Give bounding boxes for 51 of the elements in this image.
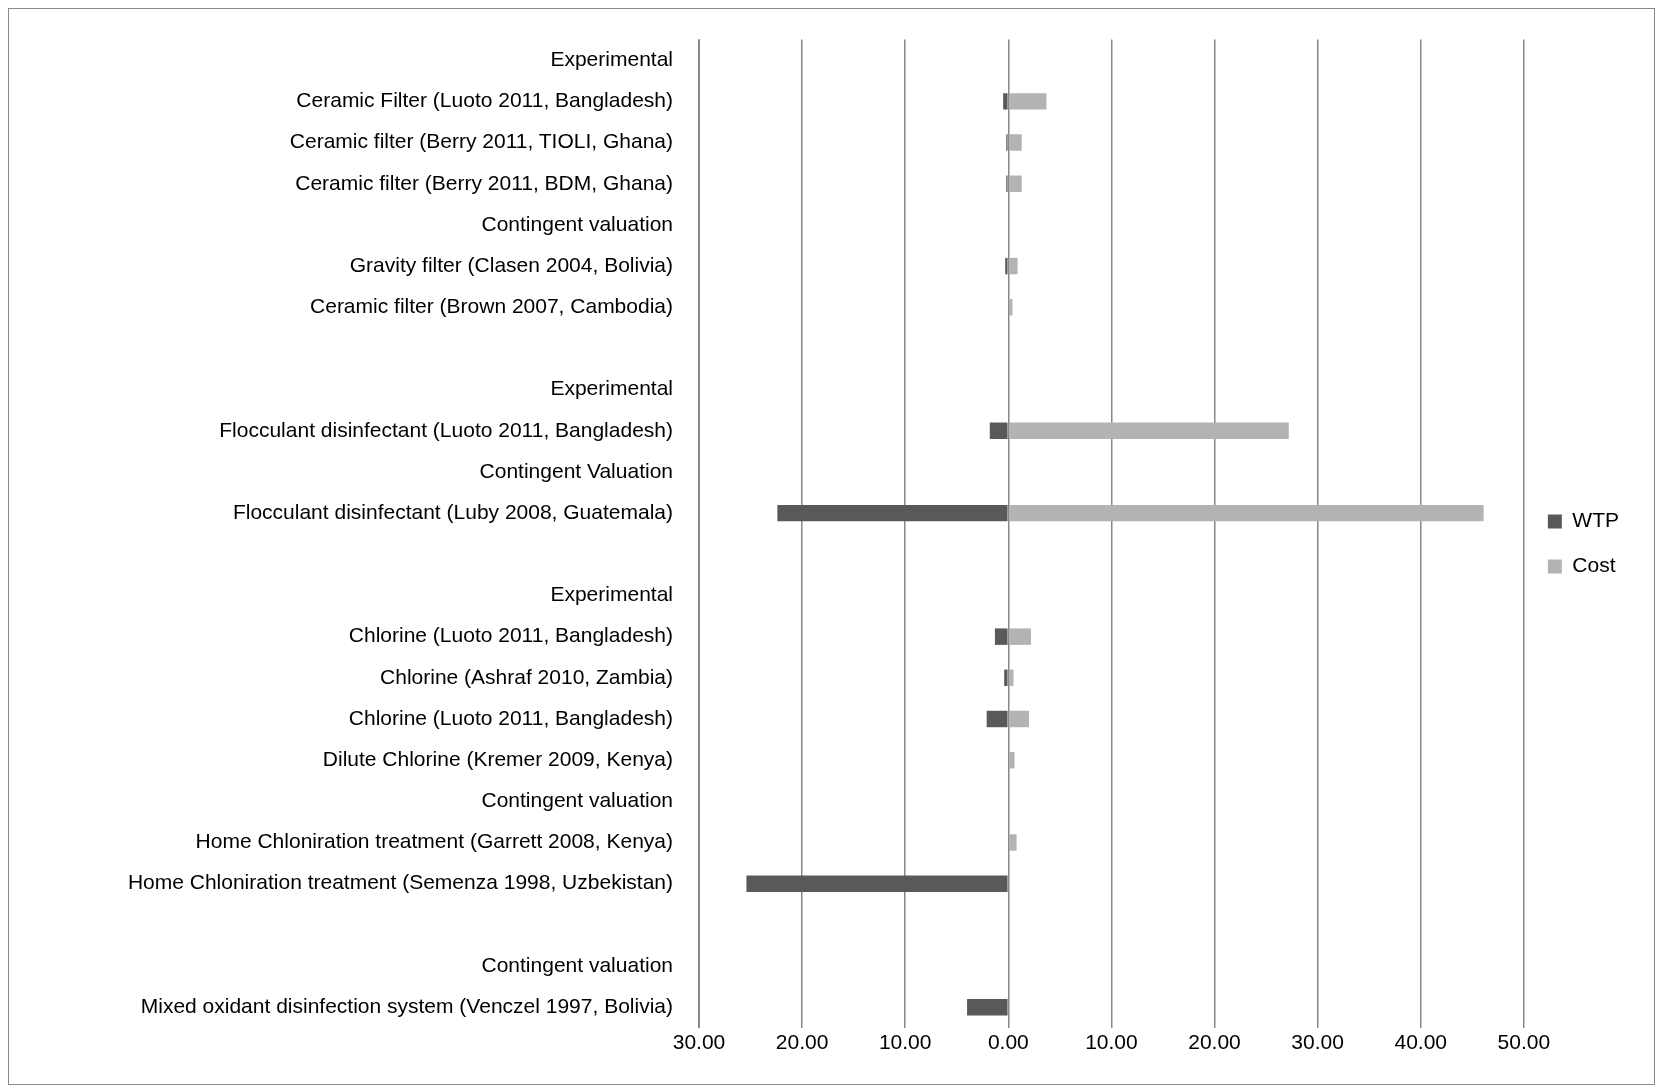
y-tick-label: Contingent valuation: [481, 211, 673, 235]
y-tick-label: Flocculant disinfectant (Luby 2008, Guatemala): [232, 499, 673, 523]
y-tick-label: Experimental: [550, 376, 673, 400]
bar: [1009, 751, 1015, 769]
x-tick-label: 20.00: [775, 1030, 829, 1054]
bar: [746, 875, 1008, 892]
bar: [777, 504, 1008, 522]
y-tick-label: Chlorine (Ashraf 2010, Zambia): [380, 664, 673, 688]
bar: [1009, 93, 1047, 110]
y-tick-label: Flocculant disinfectant (Luoto 2011, Bangladesh): [219, 417, 673, 441]
y-tick-label: Ceramic Filter (Luoto 2011, Bangladesh): [296, 88, 673, 112]
bar: [994, 628, 1008, 645]
bar: [986, 710, 1008, 728]
y-tick-label: Ceramic filter (Brown 2007, Cambodia): [310, 294, 673, 318]
legend-label: WTP: [1572, 508, 1619, 532]
x-tick-label: 0.00: [987, 1030, 1029, 1054]
x-tick-label: 30.00: [1291, 1030, 1344, 1054]
x-tick-label: 10.00: [878, 1030, 932, 1054]
x-tick-label: 20.00: [1188, 1030, 1241, 1054]
bar: [1009, 628, 1031, 645]
y-tick-label: Experimental: [550, 46, 673, 70]
bar: [1009, 134, 1022, 151]
x-tick-label: 30.00: [672, 1030, 726, 1054]
bar: [1009, 175, 1022, 192]
y-tick-label: Experimental: [550, 582, 673, 606]
x-tick-label: 10.00: [1085, 1030, 1138, 1054]
bar: [1009, 710, 1029, 728]
y-tick-label: Contingent valuation: [481, 788, 673, 812]
bar: [1003, 93, 1008, 110]
bar: [967, 998, 1008, 1016]
y-tick-label: Contingent valuation: [481, 952, 673, 976]
bar: [1005, 257, 1008, 275]
y-tick-label: Mixed oxidant disinfection system (Venczel 1997, Bolivia): [140, 994, 673, 1018]
legend-label: Cost: [1572, 553, 1616, 577]
y-tick-label: Home Chloniration treatment (Garrett 2008, Kenya): [195, 829, 673, 853]
bar: [1004, 669, 1008, 687]
x-tick-label: 50.00: [1497, 1030, 1551, 1054]
x-tick-label: 40.00: [1394, 1030, 1448, 1054]
y-tick-label: Home Chloniration treatment (Semenza 1998, Uzbekistan): [127, 870, 673, 894]
y-tick-label: Chlorine (Luoto 2011, Bangladesh): [348, 623, 673, 647]
y-tick-label: Ceramic filter (Berry 2011, BDM, Ghana): [295, 170, 673, 194]
y-tick-label: Contingent Valuation: [479, 458, 673, 482]
y-tick-label: Gravity filter (Clasen 2004, Bolivia): [349, 252, 673, 276]
bar: [1009, 422, 1289, 439]
bar: [1009, 504, 1484, 522]
bar: [989, 422, 1008, 439]
y-tick-label: Dilute Chlorine (Kremer 2009, Kenya): [322, 746, 673, 770]
y-tick-label: Chlorine (Luoto 2011, Bangladesh): [348, 705, 673, 729]
y-tick-label: Ceramic filter (Berry 2011, TIOLI, Ghana): [289, 129, 673, 153]
bar: [1009, 834, 1017, 851]
bar: [1009, 257, 1018, 275]
